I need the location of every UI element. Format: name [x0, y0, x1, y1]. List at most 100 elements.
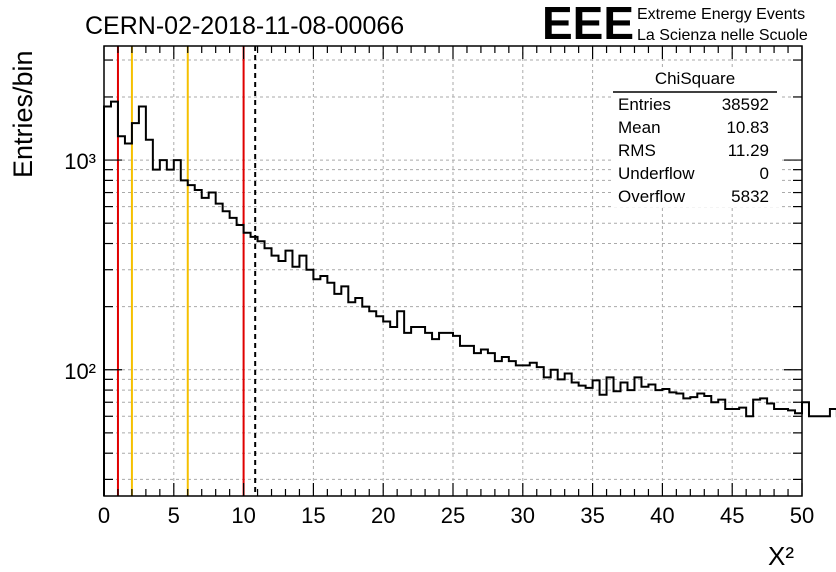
- x-tick-label: 50: [790, 503, 814, 528]
- histogram-bin: [795, 413, 802, 496]
- histogram-bin: [704, 396, 711, 496]
- stats-row-value: 5832: [731, 187, 769, 206]
- histogram-bin: [209, 193, 216, 496]
- histogram-bin: [104, 107, 111, 496]
- x-tick-label: 10: [231, 503, 255, 528]
- histogram-bin: [516, 365, 523, 496]
- histogram-bin: [223, 211, 230, 496]
- histogram-bin: [523, 365, 530, 496]
- histogram-bin: [313, 279, 320, 496]
- histogram-bin: [306, 270, 313, 496]
- histogram-bin: [586, 388, 593, 496]
- stats-row-value: 0: [760, 164, 769, 183]
- histogram-bin: [362, 307, 369, 496]
- stats-row-value: 38592: [722, 95, 769, 114]
- histogram-bin: [641, 387, 648, 496]
- histogram-bin: [327, 283, 334, 496]
- histogram-bin: [237, 225, 244, 496]
- stats-row-value: 10.83: [726, 118, 769, 137]
- histogram-bin: [572, 382, 579, 496]
- stats-row-label: Underflow: [618, 164, 695, 183]
- histogram-bin: [174, 160, 181, 496]
- stats-row-label: Overflow: [618, 187, 686, 206]
- histogram-bin: [488, 353, 495, 496]
- histogram-bin: [634, 377, 641, 496]
- histogram-bin: [404, 333, 411, 496]
- histogram-bin: [292, 267, 299, 496]
- histogram-bin: [139, 107, 146, 496]
- histogram-bin: [809, 416, 816, 496]
- histogram-bin: [167, 170, 174, 496]
- histogram-bin: [767, 404, 774, 496]
- histogram-bin: [146, 140, 153, 496]
- histogram-bin: [593, 380, 600, 496]
- y-tick-label: 10³: [64, 149, 96, 174]
- histogram-bin: [432, 339, 439, 496]
- histogram-bin: [537, 367, 544, 496]
- x-tick-label: 15: [301, 503, 325, 528]
- histogram-bin: [299, 256, 306, 496]
- x-tick-label: 45: [720, 503, 744, 528]
- histogram-bin: [607, 377, 614, 496]
- histogram-bin: [662, 389, 669, 496]
- histogram-bin: [676, 394, 683, 496]
- histogram-bin: [244, 233, 251, 496]
- histogram-bin: [390, 327, 397, 496]
- histogram-outline: [103, 100, 836, 496]
- stats-box-title: ChiSquare: [655, 69, 735, 88]
- histogram-bin: [579, 386, 586, 496]
- histogram-bin: [188, 185, 195, 496]
- histogram-bin: [530, 363, 537, 496]
- x-tick-label: 40: [650, 503, 674, 528]
- y-axis-ticks: 10² 10³: [64, 59, 802, 480]
- histogram-bin: [265, 248, 272, 496]
- histogram-bin: [251, 237, 258, 496]
- histogram-bin: [118, 136, 125, 496]
- histogram-bin: [621, 382, 628, 496]
- histogram-bin: [502, 357, 509, 496]
- histogram-bin: [718, 400, 725, 496]
- histogram-bin: [160, 160, 167, 496]
- histogram-bin: [460, 346, 467, 496]
- histogram-bin: [453, 336, 460, 496]
- stats-row-value: 11.29: [728, 141, 769, 160]
- histogram-bin: [369, 311, 376, 496]
- histogram-bin: [823, 416, 830, 496]
- histogram-bin: [195, 190, 202, 496]
- eee-logo-line2: La Scienza nelle Scuole: [637, 27, 808, 44]
- histogram-bin: [669, 392, 676, 496]
- histogram-bin: [683, 398, 690, 496]
- histogram-bin: [614, 391, 621, 496]
- histogram-bin: [781, 409, 788, 496]
- x-tick-label: 35: [580, 503, 604, 528]
- histogram-bin: [418, 327, 425, 496]
- histogram-bin: [348, 302, 355, 496]
- chart-title: CERN-02-2018-11-08-00066: [85, 12, 404, 40]
- histogram-bin: [628, 390, 635, 496]
- histogram-bin: [732, 409, 739, 496]
- histogram-bin: [216, 204, 223, 496]
- histogram-bin: [258, 241, 265, 496]
- histogram-bin: [320, 276, 327, 496]
- stats-box: ChiSquare Entries 38592 Mean 10.83 RMS 11.29 U…: [611, 67, 779, 207]
- histogram-bin: [565, 373, 572, 496]
- histogram-bin: [760, 398, 767, 496]
- eee-logo-line1: Extreme Energy Events: [637, 6, 805, 23]
- x-axis-ticks: 0 5 10 15 20 25 30 35 40 45 50: [98, 46, 814, 528]
- stats-row-label: Entries: [618, 95, 671, 114]
- histogram-bin: [816, 416, 823, 496]
- histogram-bin: [383, 321, 390, 496]
- x-tick-label: 30: [511, 503, 535, 528]
- histogram-bin: [153, 170, 160, 496]
- stats-row-label: RMS: [618, 141, 656, 160]
- histogram-bin: [446, 333, 453, 496]
- histogram-bin: [725, 409, 732, 496]
- histogram-bin: [230, 218, 237, 496]
- histogram-bin: [774, 409, 781, 496]
- histogram-bin: [341, 286, 348, 496]
- histogram-bin: [285, 251, 292, 496]
- x-tick-label: 20: [371, 503, 395, 528]
- histogram-bin: [425, 333, 432, 496]
- histogram-bin: [558, 379, 565, 496]
